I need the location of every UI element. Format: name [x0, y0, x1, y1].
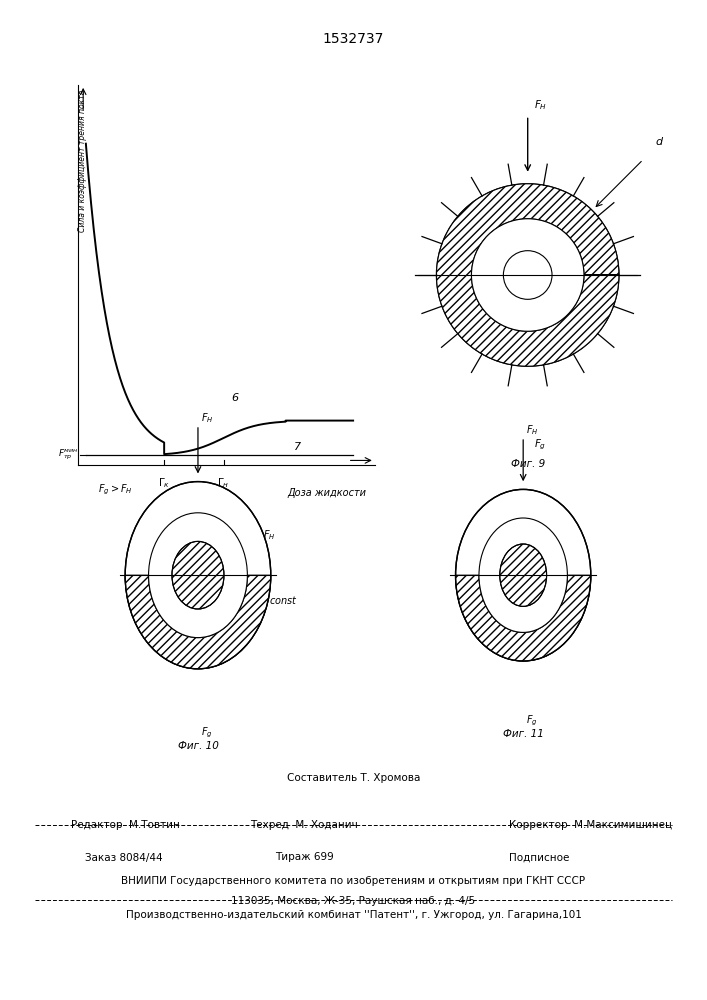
Ellipse shape	[479, 518, 568, 632]
Text: Фиг. 9: Фиг. 9	[510, 459, 545, 469]
Text: $F_H$: $F_H$	[534, 99, 547, 112]
Text: $F_g$: $F_g$	[534, 438, 546, 452]
Text: $F_g$: $F_g$	[201, 725, 212, 740]
Circle shape	[503, 251, 552, 299]
PathPatch shape	[436, 184, 619, 366]
Text: $\Gamma_к$: $\Gamma_к$	[158, 476, 170, 490]
Text: $\Gamma_н$: $\Gamma_н$	[217, 476, 230, 490]
Text: 7: 7	[293, 442, 301, 452]
Text: Составитель Т. Хромова: Составитель Т. Хромова	[287, 773, 420, 783]
Text: d: d	[655, 137, 662, 147]
Text: 1532737: 1532737	[323, 32, 384, 46]
Ellipse shape	[125, 482, 271, 669]
Text: $F_g > F_H$: $F_g > F_H$	[98, 483, 133, 497]
Text: 113035, Москва, Ж-35, Раушская наб., д. 4/5: 113035, Москва, Ж-35, Раушская наб., д. …	[231, 896, 476, 906]
Text: $F_g = F_H$: $F_g = F_H$	[141, 529, 176, 543]
Text: Заказ 8084/44: Заказ 8084/44	[85, 852, 163, 862]
Text: ВНИИПИ Государственного комитета по изобретениям и открытиям при ГКНТ СССР: ВНИИПИ Государственного комитета по изоб…	[122, 876, 585, 886]
Circle shape	[472, 219, 584, 331]
Text: Фиг. 11: Фиг. 11	[503, 729, 544, 739]
PathPatch shape	[125, 575, 271, 669]
Ellipse shape	[172, 541, 224, 609]
Text: Тираж 699: Тираж 699	[274, 852, 334, 862]
Ellipse shape	[455, 489, 591, 661]
Text: $F_H$: $F_H$	[201, 411, 213, 425]
Text: $F_{тр}^{мин}$: $F_{тр}^{мин}$	[59, 448, 79, 462]
Text: Фиг. 8: Фиг. 8	[141, 630, 176, 640]
Text: $F_g < F_H$: $F_g < F_H$	[241, 529, 276, 543]
Text: Сила и коэффициент трения покта: Сила и коэффициент трения покта	[78, 90, 87, 232]
Text: 6: 6	[232, 393, 239, 403]
Text: Фиг. 10: Фиг. 10	[177, 741, 218, 751]
Ellipse shape	[148, 513, 247, 638]
Text: Редактор  М.Товтин: Редактор М.Товтин	[71, 820, 180, 830]
PathPatch shape	[455, 575, 591, 661]
Text: Техред  М. Ходанич: Техред М. Ходанич	[250, 820, 358, 830]
Text: Доза жидкости: Доза жидкости	[288, 488, 367, 498]
Text: Производственно-издательский комбинат ''Патент'', г. Ужгород, ул. Гагарина,101: Производственно-издательский комбинат ''…	[126, 910, 581, 920]
Text: $F_H$: $F_H$	[526, 423, 538, 437]
Circle shape	[436, 184, 619, 366]
Text: $F_g$: $F_g$	[526, 713, 537, 728]
Text: $F_g = const$: $F_g = const$	[247, 595, 298, 609]
Ellipse shape	[500, 544, 547, 606]
Text: Подписное: Подписное	[509, 852, 569, 862]
Text: Корректор  М.Максимишинец: Корректор М.Максимишинец	[509, 820, 672, 830]
